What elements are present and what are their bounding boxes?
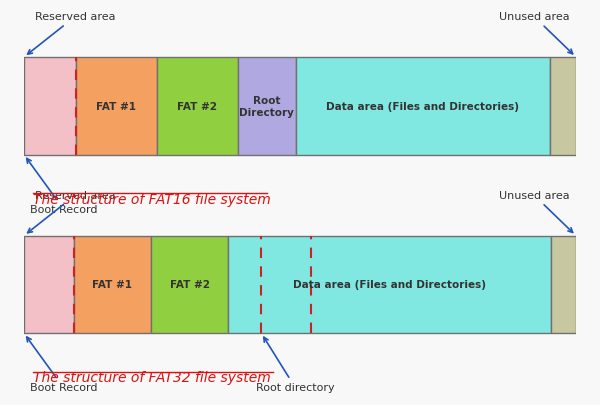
Bar xyxy=(74,236,151,333)
Bar xyxy=(157,58,238,155)
Bar xyxy=(551,236,576,333)
Bar xyxy=(76,58,157,155)
Text: Data area (Files and Directories): Data area (Files and Directories) xyxy=(326,102,520,111)
Bar xyxy=(550,58,576,155)
Text: Data area (Files and Directories): Data area (Files and Directories) xyxy=(293,280,486,290)
Text: The structure of FAT32 file system: The structure of FAT32 file system xyxy=(33,371,271,384)
Text: Unused area: Unused area xyxy=(499,13,572,55)
Bar xyxy=(296,58,550,155)
Text: FAT #1: FAT #1 xyxy=(92,280,133,290)
Text: Boot Record: Boot Record xyxy=(27,337,97,392)
Bar xyxy=(238,58,296,155)
Text: Boot Record: Boot Record xyxy=(27,159,97,214)
Bar xyxy=(24,236,74,333)
Text: FAT #2: FAT #2 xyxy=(170,280,209,290)
Text: Root
Directory: Root Directory xyxy=(239,96,294,117)
Bar xyxy=(228,236,551,333)
Text: Unused area: Unused area xyxy=(499,191,572,233)
Bar xyxy=(151,236,228,333)
Text: Reserved area: Reserved area xyxy=(28,13,116,55)
Bar xyxy=(24,58,76,155)
Text: The structure of FAT16 file system: The structure of FAT16 file system xyxy=(33,192,271,206)
Text: FAT #2: FAT #2 xyxy=(178,102,217,111)
Text: FAT #1: FAT #1 xyxy=(97,102,136,111)
Text: Root directory: Root directory xyxy=(256,337,334,392)
Text: Reserved area: Reserved area xyxy=(28,191,116,233)
